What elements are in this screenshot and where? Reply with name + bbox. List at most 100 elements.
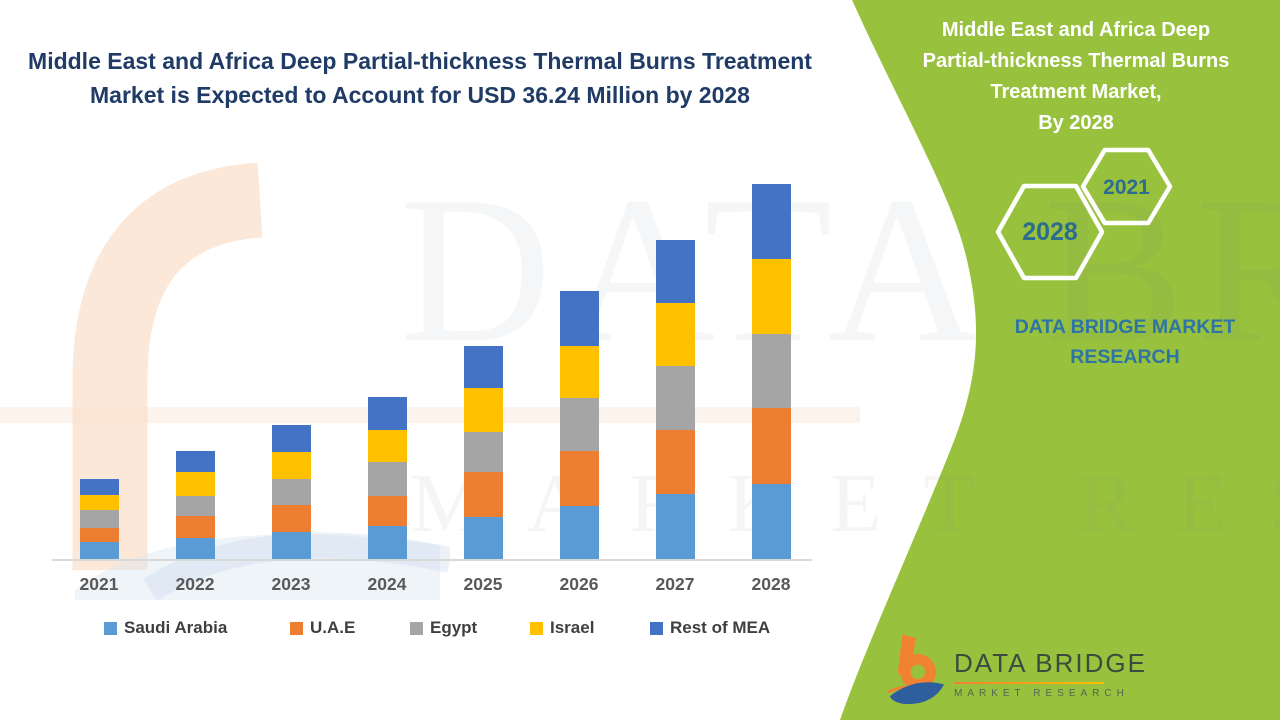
bar-group-2028 <box>751 184 791 559</box>
x-tick-2028: 2028 <box>751 574 791 594</box>
chart-title: Middle East and Africa Deep Partial-thic… <box>20 44 820 112</box>
chart-title-line2: Market is Expected to Account for USD 36… <box>90 82 750 108</box>
x-tick-2024: 2024 <box>367 574 407 594</box>
bar-segment-u-a-e-2028 <box>751 408 791 484</box>
brand-text-line2: RESEARCH <box>1070 346 1180 368</box>
x-tick-2021: 2021 <box>79 574 119 594</box>
chart-plot <box>60 170 820 559</box>
bar-group-2027 <box>655 240 695 559</box>
bar-segment-egypt-2028 <box>751 334 791 408</box>
dbmr-subtitle: MARKET RESEARCH <box>954 688 1129 699</box>
hexagon-badge-2021: 2021 <box>1080 147 1173 226</box>
bar-segment-egypt-2027 <box>655 366 695 430</box>
bar-segment-saudi-arabia-2024 <box>367 526 407 559</box>
bar-segment-israel-2027 <box>655 303 695 366</box>
bar-segment-rest-of-mea-2021 <box>79 479 119 495</box>
legend-swatch-saudi-arabia <box>104 621 117 635</box>
legend-label-egypt: Egypt <box>430 618 478 637</box>
bar-segment-saudi-arabia-2023 <box>271 532 311 559</box>
x-axis-line <box>52 559 812 561</box>
bar-segment-rest-of-mea-2024 <box>367 397 407 430</box>
bar-segment-saudi-arabia-2025 <box>463 517 503 559</box>
bar-segment-u-a-e-2022 <box>175 516 215 538</box>
bar-segment-egypt-2022 <box>175 496 215 516</box>
chart-title-line1: Middle East and Africa Deep Partial-thic… <box>28 48 812 74</box>
legend-swatch-egypt <box>410 621 423 635</box>
side-panel-title-line1: Middle East and Africa Deep <box>941 19 1211 41</box>
x-tick-2026: 2026 <box>559 574 599 594</box>
bar-segment-egypt-2024 <box>367 462 407 496</box>
hexagon-badge-2021-label: 2021 <box>1103 176 1150 199</box>
legend-item-egypt: Egypt <box>410 618 477 638</box>
bar-group-2023 <box>271 425 311 559</box>
legend-label-u-a-e: U.A.E <box>310 618 356 637</box>
bar-segment-rest-of-mea-2025 <box>463 346 503 388</box>
bar-segment-u-a-e-2024 <box>367 496 407 526</box>
legend-item-israel: Israel <box>530 618 594 638</box>
bar-segment-israel-2025 <box>463 388 503 432</box>
bar-segment-egypt-2025 <box>463 432 503 472</box>
legend-item-u-a-e: U.A.E <box>290 618 355 638</box>
bar-segment-egypt-2023 <box>271 479 311 505</box>
legend-label-saudi-arabia: Saudi Arabia <box>124 618 228 637</box>
bar-group-2026 <box>559 291 599 559</box>
legend-item-saudi-arabia: Saudi Arabia <box>104 618 227 638</box>
side-panel-brand-text: DATA BRIDGE MARKET RESEARCH <box>955 312 1280 372</box>
hexagon-badges: 2021 2028 <box>995 147 1173 281</box>
bar-group-2025 <box>463 346 503 559</box>
legend-label-israel: Israel <box>550 618 595 637</box>
bar-segment-rest-of-mea-2023 <box>271 425 311 452</box>
bar-segment-israel-2023 <box>271 452 311 479</box>
legend-swatch-rest-of-mea <box>650 621 663 635</box>
x-tick-2022: 2022 <box>175 574 215 594</box>
legend-item-rest-of-mea: Rest of MEA <box>650 618 770 638</box>
bar-segment-u-a-e-2021 <box>79 528 119 542</box>
brand-text-line1: DATA BRIDGE MARKET <box>1014 316 1236 338</box>
dbmr-wordmark-block: DATA BRIDGE MARKET RESEARCH <box>954 632 1147 699</box>
side-panel-title-line4: By 2028 <box>1038 112 1114 134</box>
dbmr-logo-icon <box>888 634 945 704</box>
bar-segment-rest-of-mea-2027 <box>655 240 695 303</box>
bar-segment-rest-of-mea-2022 <box>175 451 215 472</box>
bar-segment-egypt-2021 <box>79 510 119 528</box>
bar-segment-saudi-arabia-2021 <box>79 542 119 559</box>
watermark-stripe <box>0 407 860 423</box>
hexagon-badge-2028-label: 2028 <box>1022 218 1078 246</box>
bar-segment-rest-of-mea-2026 <box>559 291 599 346</box>
x-tick-2027: 2027 <box>655 574 695 594</box>
side-panel-title-line2: Partial-thickness Thermal Burns <box>922 50 1230 72</box>
bar-segment-israel-2026 <box>559 346 599 398</box>
bar-segment-u-a-e-2027 <box>655 430 695 494</box>
x-tick-2025: 2025 <box>463 574 503 594</box>
bar-segment-israel-2021 <box>79 495 119 510</box>
x-axis-labels: 2021 2022 2023 2024 2025 2026 2027 2028 <box>60 574 820 598</box>
dbmr-wordmark-underline <box>954 682 1104 684</box>
x-tick-2023: 2023 <box>271 574 311 594</box>
legend-swatch-u-a-e <box>290 621 303 635</box>
bar-segment-u-a-e-2025 <box>463 472 503 517</box>
side-panel-title-line3: Treatment Market, <box>990 81 1162 103</box>
bar-segment-saudi-arabia-2026 <box>559 506 599 559</box>
bar-segment-israel-2022 <box>175 472 215 496</box>
bar-segment-u-a-e-2026 <box>559 451 599 506</box>
bar-segment-u-a-e-2023 <box>271 505 311 532</box>
dbmr-logo: DATA BRIDGE MARKET RESEARCH <box>888 632 1147 708</box>
side-panel-title: Middle East and Africa Deep Partial-thic… <box>890 15 1262 139</box>
chart-legend: Saudi Arabia U.A.E Egypt Israel Rest of MEA <box>0 618 840 644</box>
bar-segment-rest-of-mea-2028 <box>751 184 791 259</box>
legend-swatch-israel <box>530 621 543 635</box>
bar-segment-saudi-arabia-2027 <box>655 494 695 559</box>
bar-group-2024 <box>367 397 407 559</box>
hexagon-badge-2028: 2028 <box>995 183 1105 281</box>
bar-segment-saudi-arabia-2022 <box>175 538 215 559</box>
bar-segment-egypt-2026 <box>559 398 599 451</box>
bar-segment-israel-2028 <box>751 259 791 334</box>
bar-group-2021 <box>79 479 119 559</box>
bar-segment-saudi-arabia-2028 <box>751 484 791 559</box>
dbmr-wordmark: DATA BRIDGE <box>954 648 1147 678</box>
legend-label-rest-of-mea: Rest of MEA <box>670 618 771 637</box>
bar-segment-israel-2024 <box>367 430 407 462</box>
bar-group-2022 <box>175 451 215 559</box>
